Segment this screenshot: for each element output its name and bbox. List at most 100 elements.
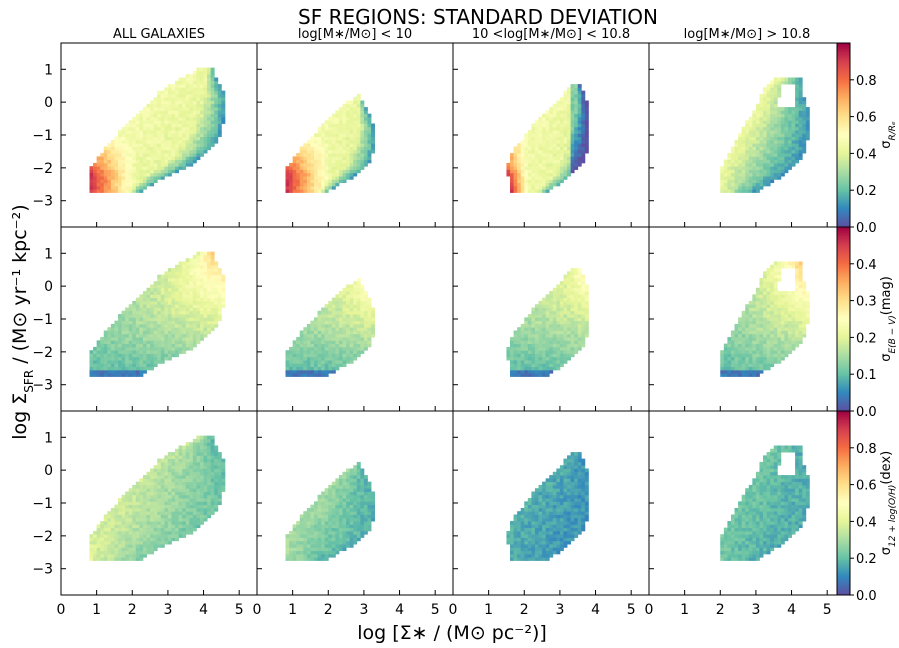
heatmap-cell (178, 120, 183, 124)
heatmap-cell (752, 149, 757, 154)
heatmap-cell (185, 337, 190, 341)
heatmap-cell (125, 172, 130, 177)
heatmap-cell (164, 534, 169, 538)
heatmap-cell (321, 350, 326, 354)
heatmap-cell (303, 333, 308, 338)
heatmap-cell (517, 143, 522, 147)
heatmap-cell (182, 307, 187, 312)
heatmap-cell (766, 97, 771, 101)
heatmap-cell (563, 310, 568, 315)
heatmap-cell (730, 343, 735, 348)
heatmap-cell (574, 139, 579, 144)
heatmap-cell (321, 143, 326, 147)
heatmap-cell (770, 274, 775, 279)
heatmap-cell (574, 297, 579, 302)
heatmap-cell (766, 350, 771, 354)
heatmap-cell (128, 126, 133, 131)
heatmap-cell (745, 350, 750, 354)
heatmap-cell (752, 300, 757, 305)
heatmap-cell (296, 153, 301, 157)
heatmap-cell (755, 149, 760, 154)
heatmap-cell (139, 116, 144, 121)
heatmap-cell (738, 166, 743, 170)
heatmap-cell (324, 343, 329, 348)
heatmap-cell (780, 291, 785, 295)
heatmap-cell (146, 130, 151, 134)
heatmap-cell (791, 133, 796, 138)
heatmap-cell (755, 304, 760, 308)
heatmap-cell (356, 337, 361, 341)
heatmap-cell (185, 261, 190, 266)
heatmap-cell (524, 333, 529, 338)
heatmap-cell (93, 550, 98, 555)
heatmap-cell (96, 373, 101, 377)
heatmap-cell (549, 356, 554, 361)
heatmap-cell (584, 107, 589, 111)
heatmap-cell (132, 346, 137, 351)
heatmap-cell (798, 264, 803, 269)
heatmap-cell (367, 310, 372, 315)
heatmap-cell (759, 366, 764, 371)
heatmap-cell (317, 373, 322, 377)
heatmap-cell (552, 182, 557, 187)
heatmap-cell (175, 320, 179, 325)
heatmap-cell (720, 369, 725, 374)
heatmap-cell (93, 553, 98, 558)
heatmap-cell (146, 169, 151, 174)
heatmap-cell (214, 291, 219, 295)
heatmap-cell (153, 327, 158, 331)
heatmap-cell (524, 159, 529, 164)
heatmap-cell (510, 156, 514, 161)
heatmap-cell (96, 353, 101, 358)
heatmap-cell (125, 537, 130, 542)
heatmap-cell (157, 107, 162, 111)
heatmap-cell (363, 314, 368, 318)
heatmap-cell (552, 143, 557, 147)
heatmap-cell (371, 136, 375, 141)
heatmap-cell (342, 153, 347, 157)
heatmap-cell (766, 87, 771, 92)
heatmap-cell (189, 346, 194, 351)
heatmap-cell (773, 107, 778, 111)
heatmap-cell (196, 320, 201, 325)
heatmap-cell (210, 320, 215, 325)
heatmap-cell (730, 182, 735, 187)
heatmap-cell (745, 330, 750, 335)
heatmap-cell (766, 363, 771, 368)
heatmap-cell (752, 162, 757, 167)
heatmap-cell (114, 139, 119, 144)
heatmap-cell (214, 87, 219, 92)
heatmap-cell (556, 172, 561, 177)
heatmap-cell (150, 530, 155, 535)
heatmap-cell (217, 294, 222, 299)
heatmap-cell (135, 139, 140, 144)
heatmap-cell (199, 87, 204, 92)
heatmap-cell (723, 179, 728, 184)
heatmap-cell (755, 353, 760, 358)
heatmap-cell (570, 323, 575, 328)
heatmap-cell (196, 136, 201, 141)
heatmap-cell (791, 113, 796, 118)
heatmap-cell (570, 314, 575, 318)
heatmap-cell (549, 317, 554, 322)
heatmap-cell (549, 172, 554, 177)
heatmap-cell (766, 113, 771, 118)
heatmap-cell (353, 297, 358, 302)
heatmap-cell (734, 343, 739, 348)
heatmap-cell (135, 113, 140, 118)
heatmap-cell (780, 340, 785, 345)
heatmap-cell (142, 527, 147, 532)
heatmap-cell (517, 343, 522, 348)
heatmap-cell (107, 330, 112, 335)
heatmap-cell (135, 314, 140, 318)
heatmap-cell (513, 337, 518, 341)
heatmap-cell (146, 159, 151, 164)
heatmap-cell (306, 185, 311, 190)
heatmap-cell (734, 350, 739, 354)
heatmap-cell (738, 153, 743, 157)
heatmap-cell (545, 185, 550, 190)
heatmap-cell (203, 287, 208, 292)
heatmap-cell (559, 323, 564, 328)
heatmap-cell (196, 310, 201, 315)
heatmap-cell (574, 113, 579, 118)
